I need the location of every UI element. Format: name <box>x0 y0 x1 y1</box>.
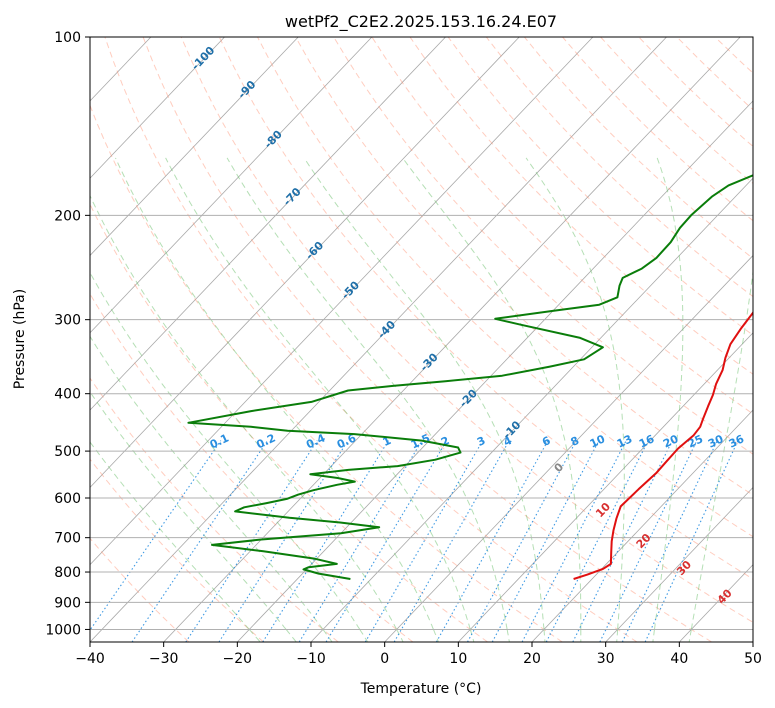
mixing-ratio-line <box>131 440 268 642</box>
mixing-ratio-label: 16 <box>637 432 657 450</box>
x-tick-label: 20 <box>523 651 541 667</box>
dry-adiabat-line <box>257 37 753 538</box>
chart-title: wetPf2_C2E2.2025.153.16.24.E07 <box>285 12 557 32</box>
y-axis-ticks: 100 200 300 400 500 600 700 800 900 1000 <box>45 30 90 638</box>
isotherm-line <box>384 254 753 642</box>
dry-adiabat-line <box>371 37 753 415</box>
x-axis-label: Temperature (°C) <box>360 681 482 697</box>
x-tick-label: −30 <box>149 651 179 667</box>
x-tick-label: −20 <box>223 651 253 667</box>
x-tick-label: 40 <box>670 651 688 667</box>
moist-adiabat-line <box>359 629 369 642</box>
isotherm-line <box>90 37 225 179</box>
moist-adiabat-line <box>433 629 439 642</box>
isotherm-line <box>531 409 753 642</box>
y-tick-label: 400 <box>54 387 81 403</box>
moist-adiabat-line <box>90 391 287 630</box>
y-tick-label: 500 <box>54 444 81 460</box>
moist-adiabat-line <box>652 629 655 642</box>
moist-adiabat-line <box>616 629 619 642</box>
y-tick-label: 800 <box>54 565 81 581</box>
dry-adiabat-line <box>295 37 753 496</box>
dry-adiabat-line <box>90 458 264 642</box>
mixing-ratio-label: 13 <box>615 432 634 450</box>
mixing-ratio-line <box>644 440 739 642</box>
mixing-ratio-label: 10 <box>588 432 608 450</box>
x-tick-label: 30 <box>597 651 615 667</box>
isotherm-line <box>90 37 446 411</box>
mixing-ratio-line <box>325 440 448 642</box>
isotherm-line <box>90 37 299 257</box>
isotherm-line <box>90 37 373 334</box>
mixing-ratio-line <box>572 440 673 642</box>
y-tick-label: 900 <box>54 595 81 611</box>
dry-adiabat-line <box>142 37 712 642</box>
dry-adiabat-line <box>333 37 753 455</box>
isotherm-line <box>458 332 753 642</box>
dewpoint-profile-line <box>187 174 753 580</box>
y-tick-label: 700 <box>54 531 81 547</box>
y-tick-label: 100 <box>54 30 81 46</box>
x-axis-ticks: −40 −30 −20 −10 0 10 20 30 40 50 <box>75 642 762 667</box>
plot-frame <box>89 36 754 643</box>
mixing-ratio-line <box>90 440 222 632</box>
dry-adiabat-line <box>218 37 753 580</box>
isotherm-line <box>163 37 741 642</box>
mixing-ratio-line <box>599 440 698 642</box>
mixing-ratio-line <box>621 440 718 642</box>
mixing-ratio-line <box>521 440 627 642</box>
isotherm-line <box>237 100 753 642</box>
dry-adiabat-line <box>90 203 488 642</box>
x-tick-label: 10 <box>449 651 467 667</box>
dry-adiabat-line <box>104 37 638 642</box>
mixing-ratio-label: 36 <box>727 432 747 450</box>
mixing-ratio-line <box>393 440 510 642</box>
isotherm-line <box>90 37 520 488</box>
mixing-ratio-label: 30 <box>706 432 726 450</box>
dry-adiabat-line <box>90 537 190 642</box>
y-axis-label: Pressure (hPa) <box>12 289 28 389</box>
moist-adiabat-line <box>90 441 250 630</box>
isotherm-line <box>605 486 753 642</box>
y-tick-label: 1000 <box>45 622 81 638</box>
y-tick-label: 300 <box>54 313 81 329</box>
mixing-ratio-label: 20 <box>661 432 681 450</box>
moist-adiabat-line <box>469 629 475 642</box>
dry-adiabat-line <box>90 292 414 642</box>
mixing-ratio-line <box>545 440 649 642</box>
moist-adiabat-line <box>248 629 261 642</box>
mixing-ratio-line <box>364 440 484 642</box>
x-tick-label: 0 <box>380 651 389 667</box>
moist-adiabat-line <box>543 629 546 642</box>
temperature-profile-line <box>573 310 753 580</box>
dry-adiabat-line <box>447 37 753 336</box>
moist-adiabat-line <box>90 335 324 630</box>
dry-adiabat-line <box>409 37 753 375</box>
y-tick-label: 600 <box>54 491 81 507</box>
moist-adiabat-line <box>90 194 398 630</box>
moist-adiabat-line <box>285 629 297 642</box>
sounding-profiles <box>187 174 753 580</box>
dry-adiabat-line <box>90 104 563 642</box>
mixing-ratio-line <box>298 440 423 642</box>
x-tick-label: 50 <box>744 651 762 667</box>
y-tick-label: 200 <box>54 208 81 224</box>
moist-adiabat-line <box>688 629 692 642</box>
moist-adiabat-line <box>303 157 545 630</box>
dry-adiabat-line <box>180 37 753 623</box>
moist-adiabat-line <box>322 629 333 642</box>
isotherm-line <box>310 177 753 642</box>
isotherm-line <box>90 37 594 566</box>
pressure-gridlines <box>90 37 753 630</box>
isotherm-line <box>90 37 667 642</box>
x-tick-label: −40 <box>75 651 105 667</box>
moist-adiabat-line <box>396 629 404 642</box>
x-tick-label: −10 <box>296 651 326 667</box>
moist-adiabat-line <box>506 629 510 642</box>
